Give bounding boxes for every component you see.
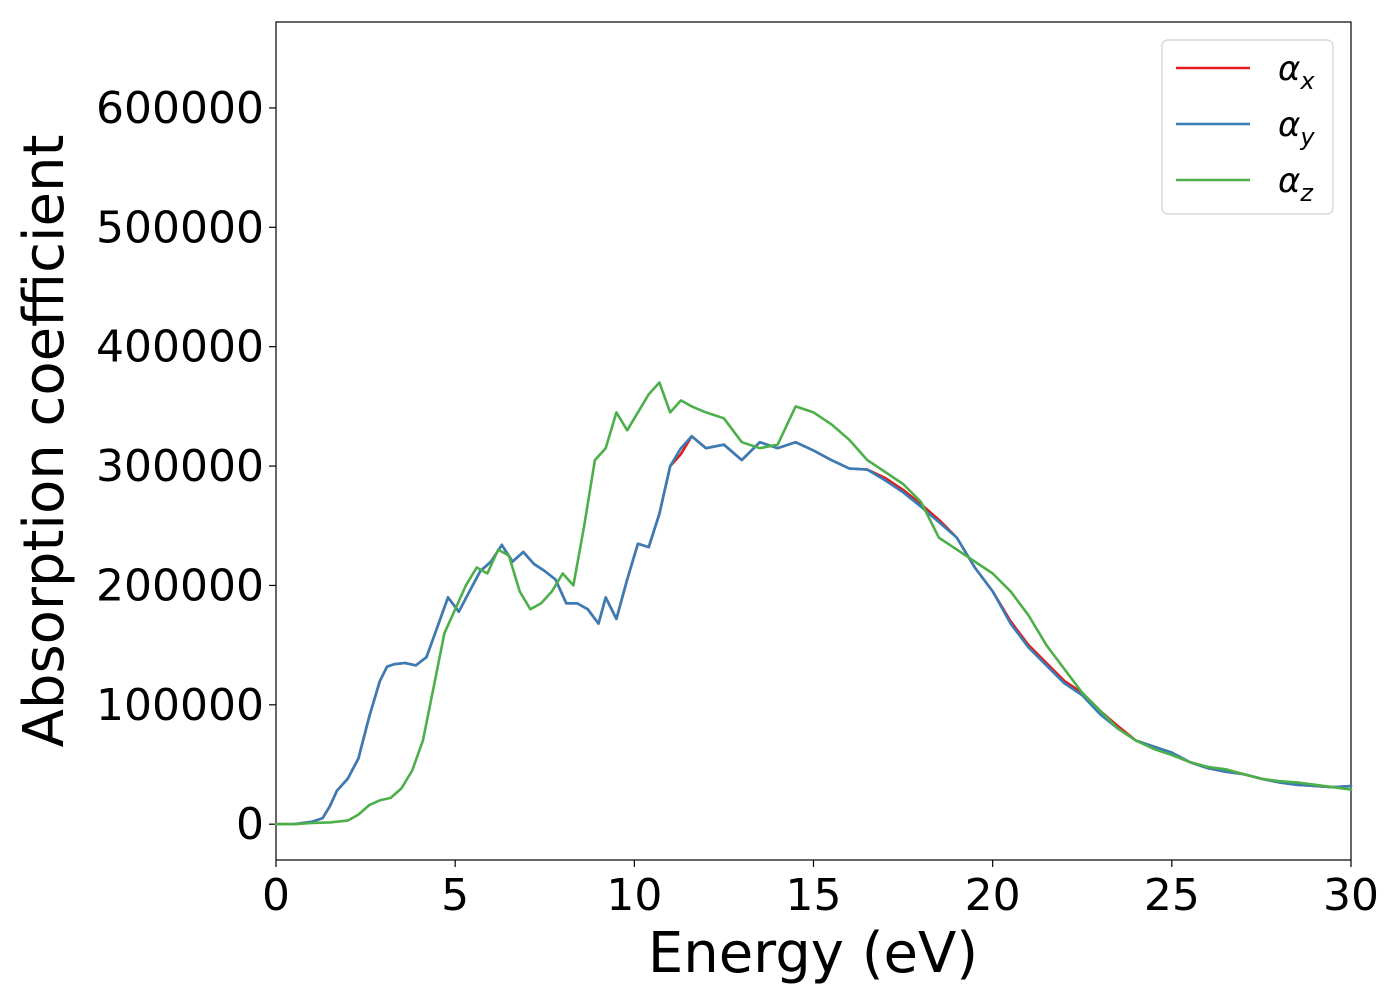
series-line-z: [274, 381, 1353, 826]
y-tick-label: 200000: [96, 560, 264, 611]
x-axis-label: Energy (eV): [648, 921, 978, 986]
y-axis-label: Absorption coefficient: [12, 135, 77, 748]
y-tick-label: 600000: [96, 83, 264, 134]
x-tick-label: 10: [606, 870, 662, 921]
x-tick-label: 30: [1323, 870, 1379, 921]
y-tick-label: 500000: [96, 202, 264, 253]
x-tick-label: 5: [441, 870, 469, 921]
legend-label-z: αz: [1278, 161, 1314, 207]
y-tick-label: 400000: [96, 322, 264, 373]
y-tick-label: 300000: [96, 441, 264, 492]
series-lines: [274, 381, 1353, 826]
x-tick-label: 25: [1144, 870, 1200, 921]
x-tick-label: 20: [965, 870, 1021, 921]
series-line-y: [274, 434, 1353, 826]
y-tick-label: 100000: [96, 680, 264, 731]
axis-ticks: 0 5 10 15 20 25 30 0 100000 200000 300000 400000 500…: [96, 83, 1379, 921]
legend-box: [1161, 39, 1334, 215]
y-tick-label: 0: [236, 799, 264, 850]
x-tick-label: 15: [786, 870, 842, 921]
x-tick-label: 0: [262, 870, 290, 921]
